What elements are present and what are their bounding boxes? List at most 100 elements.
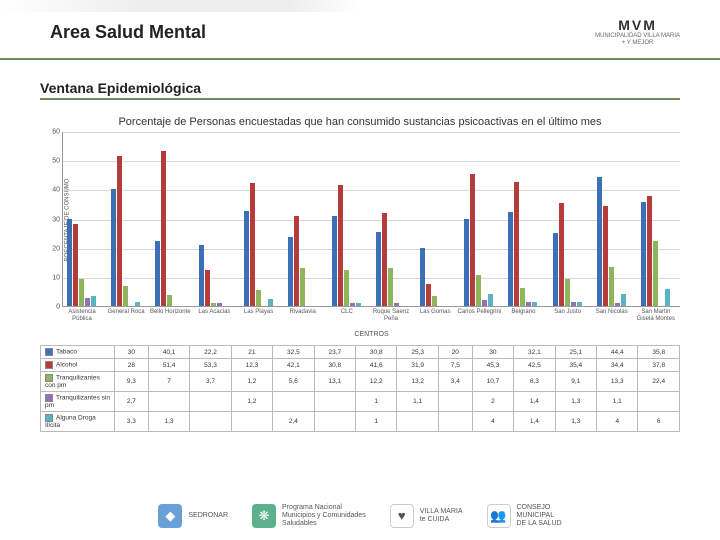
table-cell: 12,2 — [356, 372, 397, 392]
bar-group — [376, 213, 405, 306]
logo-text: CONSEJO MUNICIPAL DE LA SALUD — [517, 504, 562, 527]
table-cell — [438, 392, 472, 412]
table-cell: 34,4 — [597, 359, 638, 372]
bar — [217, 303, 222, 307]
table-cell: 31,9 — [397, 359, 438, 372]
bar — [420, 248, 425, 306]
bar — [653, 241, 658, 306]
category-label: Carlos Pellegrini — [457, 309, 501, 316]
bar — [300, 268, 305, 306]
bar — [426, 284, 431, 306]
table-cell: 1,1 — [397, 392, 438, 412]
bar — [199, 245, 204, 306]
bar — [268, 299, 273, 306]
bar — [508, 212, 513, 306]
bar — [117, 156, 122, 306]
bar — [394, 303, 399, 306]
bar-group — [244, 183, 273, 306]
logo-icon: ♥ — [390, 504, 414, 528]
bar-group — [420, 248, 449, 306]
bar — [161, 151, 166, 306]
mvm-logo: MVM MUNICIPALIDAD VILLA MARIA + Y MEJOR — [595, 18, 680, 47]
bar-group — [641, 196, 670, 306]
bar-group — [553, 203, 582, 306]
bar — [553, 233, 558, 306]
bar — [609, 267, 614, 306]
gridline — [63, 132, 680, 133]
table-cell: 1 — [356, 412, 397, 432]
table-cell: 22,4 — [638, 372, 680, 392]
bar — [79, 279, 84, 306]
logo-icon: ❋ — [252, 504, 276, 528]
chart-title: Porcentaje de Personas encuestadas que h… — [48, 116, 672, 128]
bar — [382, 213, 387, 306]
bar — [250, 183, 255, 306]
bar-group — [111, 156, 140, 306]
table-cell: 40,1 — [148, 346, 189, 359]
bar — [91, 296, 96, 306]
table-cell — [148, 392, 189, 412]
table-row: Alcohol2851,453,312,342,130,841,631,97,5… — [41, 359, 680, 372]
bar-group — [597, 177, 626, 307]
series-legend: Tranquilizantes sin pm — [41, 392, 115, 412]
table-cell: 13,3 — [597, 372, 638, 392]
category-label: Las Acacias — [192, 309, 236, 316]
data-table: Tabaco3040,122,22132,523,730,825,3203032… — [40, 345, 680, 432]
table-row: Tabaco3040,122,22132,523,730,825,3203032… — [41, 346, 680, 359]
bar — [514, 182, 519, 306]
y-tick: 50 — [52, 158, 60, 165]
table-cell: 12,3 — [231, 359, 272, 372]
table-cell: 45,3 — [472, 359, 513, 372]
bar — [338, 185, 343, 306]
bar — [294, 216, 299, 306]
x-axis-label: CENTROS — [354, 331, 388, 338]
category-label: Las Playas — [237, 309, 281, 316]
table-cell: 9,3 — [115, 372, 149, 392]
bar — [211, 303, 216, 307]
table-cell: 1,4 — [514, 392, 555, 412]
bar — [67, 219, 72, 307]
bar-group — [155, 151, 184, 306]
bar — [488, 294, 493, 306]
bar — [526, 302, 531, 306]
color-swatch — [45, 374, 53, 382]
bar — [123, 286, 128, 306]
table-cell — [638, 392, 680, 412]
table-cell: 9,1 — [555, 372, 596, 392]
bar — [332, 216, 337, 306]
bar — [520, 288, 525, 306]
bar — [615, 303, 620, 306]
bar — [470, 174, 475, 306]
table-cell: 25,3 — [397, 346, 438, 359]
table-cell: 30,8 — [356, 346, 397, 359]
category-label: Asistencia Pública — [60, 309, 104, 322]
table-cell: 2 — [472, 392, 513, 412]
table-cell: 10,7 — [472, 372, 513, 392]
table-cell — [314, 412, 355, 432]
table-cell — [438, 412, 472, 432]
logo-main: MVM — [595, 18, 680, 33]
table-cell: 1,1 — [597, 392, 638, 412]
series-legend: Alguna Droga Ilícita — [41, 412, 115, 432]
table-cell: 42,1 — [273, 359, 314, 372]
bar — [256, 290, 261, 306]
y-tick: 60 — [52, 129, 60, 136]
table-cell — [190, 412, 231, 432]
bar — [665, 289, 670, 307]
series-legend: Tabaco — [41, 346, 115, 359]
logo-sub1: MUNICIPALIDAD VILLA MARIA — [595, 33, 680, 40]
subtitle: Ventana Epidemiológica — [40, 80, 680, 100]
table-cell: 1,3 — [148, 412, 189, 432]
bar-group — [67, 219, 96, 307]
bar — [565, 279, 570, 306]
table-cell: 30,8 — [314, 359, 355, 372]
table-cell: 35,4 — [555, 359, 596, 372]
table-cell: 1,3 — [555, 412, 596, 432]
bar — [85, 298, 90, 306]
bar — [205, 270, 210, 306]
bar-group — [464, 174, 493, 306]
table-cell — [397, 412, 438, 432]
bar — [350, 303, 355, 306]
bar — [376, 232, 381, 306]
table-cell: 7 — [148, 372, 189, 392]
